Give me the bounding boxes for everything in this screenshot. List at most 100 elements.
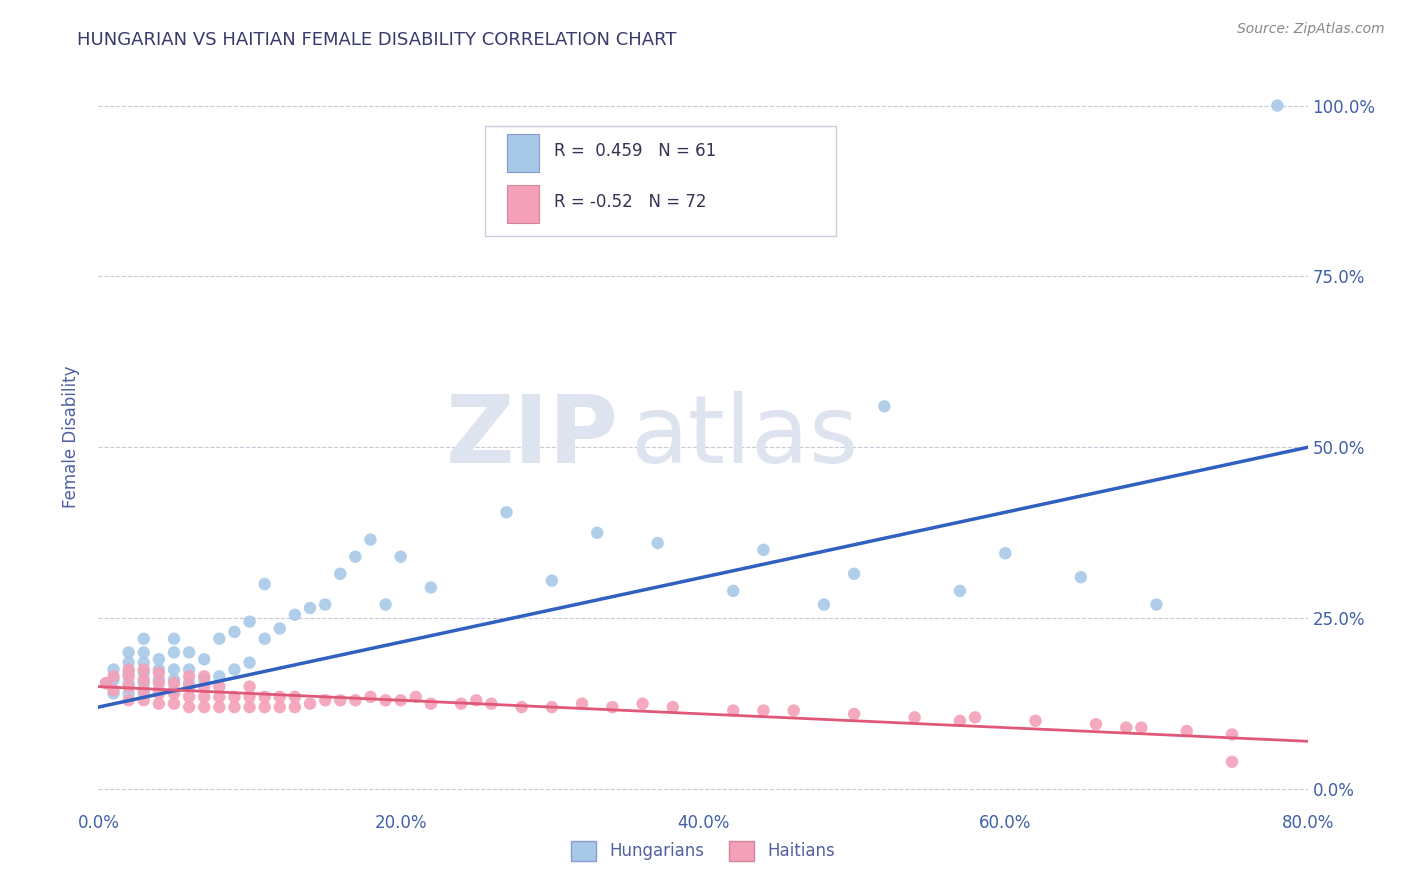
Point xyxy=(284,607,307,622)
Point xyxy=(103,683,125,698)
Point xyxy=(253,577,276,591)
Point xyxy=(481,697,503,711)
Point xyxy=(193,700,215,714)
Point xyxy=(844,566,866,581)
Point xyxy=(132,673,155,687)
Point xyxy=(1175,724,1198,739)
Point xyxy=(239,690,262,704)
Point xyxy=(148,673,170,687)
Point xyxy=(723,704,745,718)
Point xyxy=(1220,727,1243,741)
Point xyxy=(148,663,170,677)
Point xyxy=(329,693,352,707)
Point xyxy=(224,700,246,714)
Point xyxy=(495,505,517,519)
Point xyxy=(163,686,186,700)
Point xyxy=(949,583,972,598)
Point xyxy=(269,700,291,714)
Point xyxy=(752,704,775,718)
Point xyxy=(344,693,367,707)
Point xyxy=(360,533,382,547)
Point xyxy=(510,700,533,714)
Point xyxy=(132,656,155,670)
Point xyxy=(360,690,382,704)
Point xyxy=(1024,714,1046,728)
Point xyxy=(299,601,322,615)
Point xyxy=(904,710,927,724)
Point xyxy=(148,652,170,666)
Point xyxy=(118,645,141,659)
Point xyxy=(965,710,987,724)
Text: R =  0.459   N = 61: R = 0.459 N = 61 xyxy=(554,142,717,160)
Point xyxy=(602,700,624,714)
Legend: Hungarians, Haitians: Hungarians, Haitians xyxy=(564,834,842,868)
Point xyxy=(224,663,246,677)
Point xyxy=(103,686,125,700)
Point xyxy=(752,542,775,557)
Point xyxy=(374,598,396,612)
Point xyxy=(314,693,336,707)
Point xyxy=(193,673,215,687)
Point xyxy=(103,663,125,677)
Point xyxy=(1220,755,1243,769)
Point xyxy=(163,663,186,677)
FancyBboxPatch shape xyxy=(508,134,538,171)
Point xyxy=(132,676,155,690)
Point xyxy=(163,676,186,690)
Point xyxy=(389,693,412,707)
Point xyxy=(239,615,262,629)
Point xyxy=(1267,98,1289,112)
Point xyxy=(94,676,117,690)
Point xyxy=(813,598,835,612)
Point xyxy=(420,581,443,595)
Point xyxy=(253,700,276,714)
Point xyxy=(239,700,262,714)
Point xyxy=(949,714,972,728)
Point xyxy=(405,690,427,704)
Point xyxy=(118,686,141,700)
Text: ZIP: ZIP xyxy=(446,391,619,483)
Point xyxy=(148,676,170,690)
Point xyxy=(723,583,745,598)
Text: R = -0.52   N = 72: R = -0.52 N = 72 xyxy=(554,193,707,211)
Point xyxy=(193,669,215,683)
Point xyxy=(571,697,593,711)
Point xyxy=(132,663,155,677)
Point xyxy=(118,665,141,680)
Point xyxy=(239,680,262,694)
Point xyxy=(224,624,246,639)
Point xyxy=(148,686,170,700)
Point xyxy=(132,645,155,659)
Point xyxy=(193,680,215,694)
Point xyxy=(148,697,170,711)
Point xyxy=(783,704,806,718)
Point xyxy=(132,683,155,698)
Point xyxy=(103,673,125,687)
Point xyxy=(465,693,488,707)
Point xyxy=(163,673,186,687)
Point xyxy=(586,525,609,540)
Text: HUNGARIAN VS HAITIAN FEMALE DISABILITY CORRELATION CHART: HUNGARIAN VS HAITIAN FEMALE DISABILITY C… xyxy=(77,31,676,49)
Point xyxy=(374,693,396,707)
Point xyxy=(132,632,155,646)
Point xyxy=(299,697,322,711)
Point xyxy=(208,632,231,646)
Point xyxy=(314,598,336,612)
Point xyxy=(179,645,201,659)
Point xyxy=(269,622,291,636)
Point xyxy=(450,697,472,711)
Point xyxy=(1085,717,1108,731)
Point xyxy=(148,665,170,680)
Point xyxy=(94,676,117,690)
Point xyxy=(208,690,231,704)
FancyBboxPatch shape xyxy=(508,185,538,223)
Point xyxy=(239,656,262,670)
Point xyxy=(631,697,654,711)
Point xyxy=(179,690,201,704)
Point xyxy=(118,656,141,670)
Point xyxy=(103,669,125,683)
Point xyxy=(118,669,141,683)
Text: Source: ZipAtlas.com: Source: ZipAtlas.com xyxy=(1237,22,1385,37)
Point xyxy=(208,700,231,714)
Point xyxy=(132,665,155,680)
